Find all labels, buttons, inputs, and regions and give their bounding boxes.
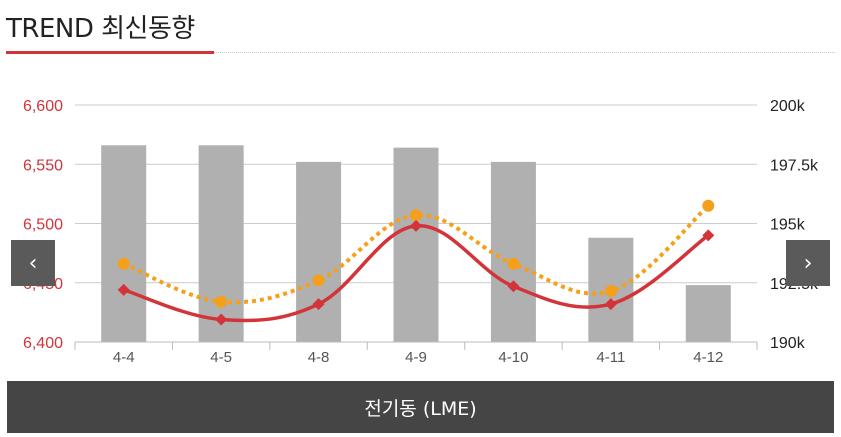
right-axis-tick-label: 190k bbox=[770, 335, 806, 352]
footer-bar[interactable]: 전기동 (LME) bbox=[7, 381, 834, 433]
data-point-circle bbox=[410, 209, 422, 222]
data-point-diamond bbox=[215, 313, 228, 326]
page-title: TREND 최신동향 bbox=[6, 14, 195, 44]
data-point-diamond bbox=[410, 219, 422, 232]
x-tick-label: 4-11 bbox=[596, 349, 625, 366]
chevron-left-icon: ‹ bbox=[28, 250, 38, 276]
data-point-diamond bbox=[604, 298, 617, 311]
data-point-circle bbox=[215, 295, 228, 308]
title-underline bbox=[6, 51, 214, 54]
section-header: TREND 최신동향 bbox=[0, 0, 841, 56]
x-tick-label: 4-4 bbox=[113, 349, 135, 366]
right-axis-tick-label: 197.5k bbox=[770, 157, 819, 174]
left-axis-tick-label: 6,500 bbox=[23, 217, 63, 234]
header-divider bbox=[214, 52, 835, 53]
data-point-circle bbox=[702, 199, 715, 212]
right-axis-tick-label: 200k bbox=[770, 98, 806, 115]
next-arrow-button[interactable]: › bbox=[786, 240, 830, 286]
bar bbox=[393, 147, 439, 342]
data-point-diamond bbox=[507, 280, 520, 293]
data-point-diamond bbox=[117, 283, 130, 296]
x-tick-label: 4-5 bbox=[210, 349, 232, 366]
x-tick-label: 4-9 bbox=[405, 349, 427, 366]
data-point-diamond bbox=[702, 229, 715, 242]
x-tick-label: 4-12 bbox=[693, 349, 723, 366]
bar bbox=[296, 161, 342, 342]
left-axis-tick-label: 6,550 bbox=[23, 157, 63, 174]
left-axis-tick-label: 6,600 bbox=[23, 98, 63, 115]
trend-chart: 6,4006,4506,5006,5506,600190k192.5k195k1… bbox=[23, 98, 819, 366]
bar bbox=[490, 161, 536, 342]
x-tick-label: 4-10 bbox=[498, 349, 528, 366]
data-point-circle bbox=[604, 285, 617, 298]
left-axis-tick-label: 6,400 bbox=[23, 335, 63, 352]
prev-arrow-button[interactable]: ‹ bbox=[11, 240, 55, 286]
footer-label: 전기동 (LME) bbox=[364, 397, 477, 420]
data-point-circle bbox=[117, 257, 130, 270]
data-point-diamond bbox=[312, 298, 325, 311]
data-point-circle bbox=[507, 257, 520, 270]
chevron-right-icon: › bbox=[803, 250, 813, 276]
x-tick-label: 4-8 bbox=[308, 349, 330, 366]
bar bbox=[198, 145, 244, 342]
bar bbox=[101, 145, 147, 342]
right-axis-tick-label: 195k bbox=[770, 217, 806, 234]
data-point-circle bbox=[312, 274, 325, 287]
bar bbox=[685, 285, 731, 342]
